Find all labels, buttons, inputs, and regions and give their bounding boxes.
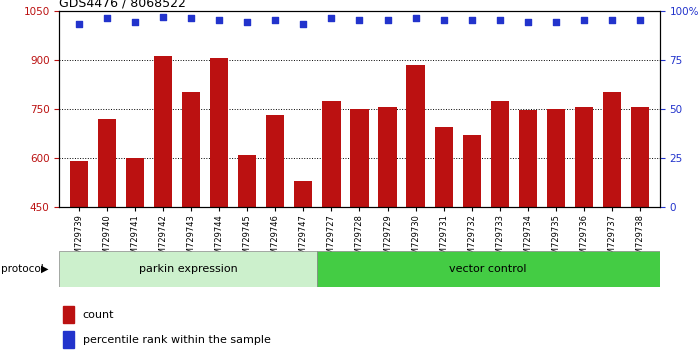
Bar: [70, 161, 88, 354]
Point: [158, 14, 169, 19]
Point: [550, 19, 561, 25]
Bar: [547, 109, 565, 354]
Bar: [295, 181, 313, 354]
Point: [101, 16, 112, 21]
Point: [130, 19, 141, 25]
Point: [522, 19, 533, 25]
Bar: [491, 101, 509, 354]
Point: [214, 18, 225, 23]
Bar: [98, 119, 116, 354]
Point: [410, 16, 421, 21]
Bar: [631, 107, 649, 354]
Text: count: count: [83, 310, 114, 320]
Point: [438, 18, 450, 23]
Bar: [378, 107, 396, 354]
Bar: [350, 109, 369, 354]
Bar: [182, 92, 200, 354]
Point: [634, 18, 646, 23]
Bar: [574, 107, 593, 354]
Bar: [63, 331, 74, 348]
Point: [326, 16, 337, 21]
Bar: [519, 110, 537, 354]
Bar: [59, 251, 317, 287]
Point: [382, 18, 393, 23]
Bar: [210, 58, 228, 354]
Text: percentile rank within the sample: percentile rank within the sample: [83, 335, 271, 344]
Bar: [126, 158, 144, 354]
Bar: [434, 127, 453, 354]
Point: [269, 18, 281, 23]
Bar: [603, 92, 621, 354]
Bar: [63, 306, 74, 323]
Bar: [463, 135, 481, 354]
Bar: [406, 65, 424, 354]
Point: [466, 18, 477, 23]
Bar: [317, 251, 660, 287]
Point: [607, 18, 618, 23]
Point: [73, 22, 84, 27]
Bar: [322, 101, 341, 354]
Bar: [238, 155, 256, 354]
Point: [354, 18, 365, 23]
Bar: [154, 56, 172, 354]
Text: vector control: vector control: [450, 264, 527, 274]
Point: [186, 16, 197, 21]
Point: [494, 18, 505, 23]
Point: [298, 22, 309, 27]
Text: ▶: ▶: [40, 264, 48, 274]
Text: GDS4476 / 8068522: GDS4476 / 8068522: [59, 0, 186, 10]
Point: [242, 19, 253, 25]
Text: protocol: protocol: [1, 264, 44, 274]
Bar: [266, 115, 285, 354]
Text: parkin expression: parkin expression: [139, 264, 237, 274]
Point: [578, 18, 589, 23]
